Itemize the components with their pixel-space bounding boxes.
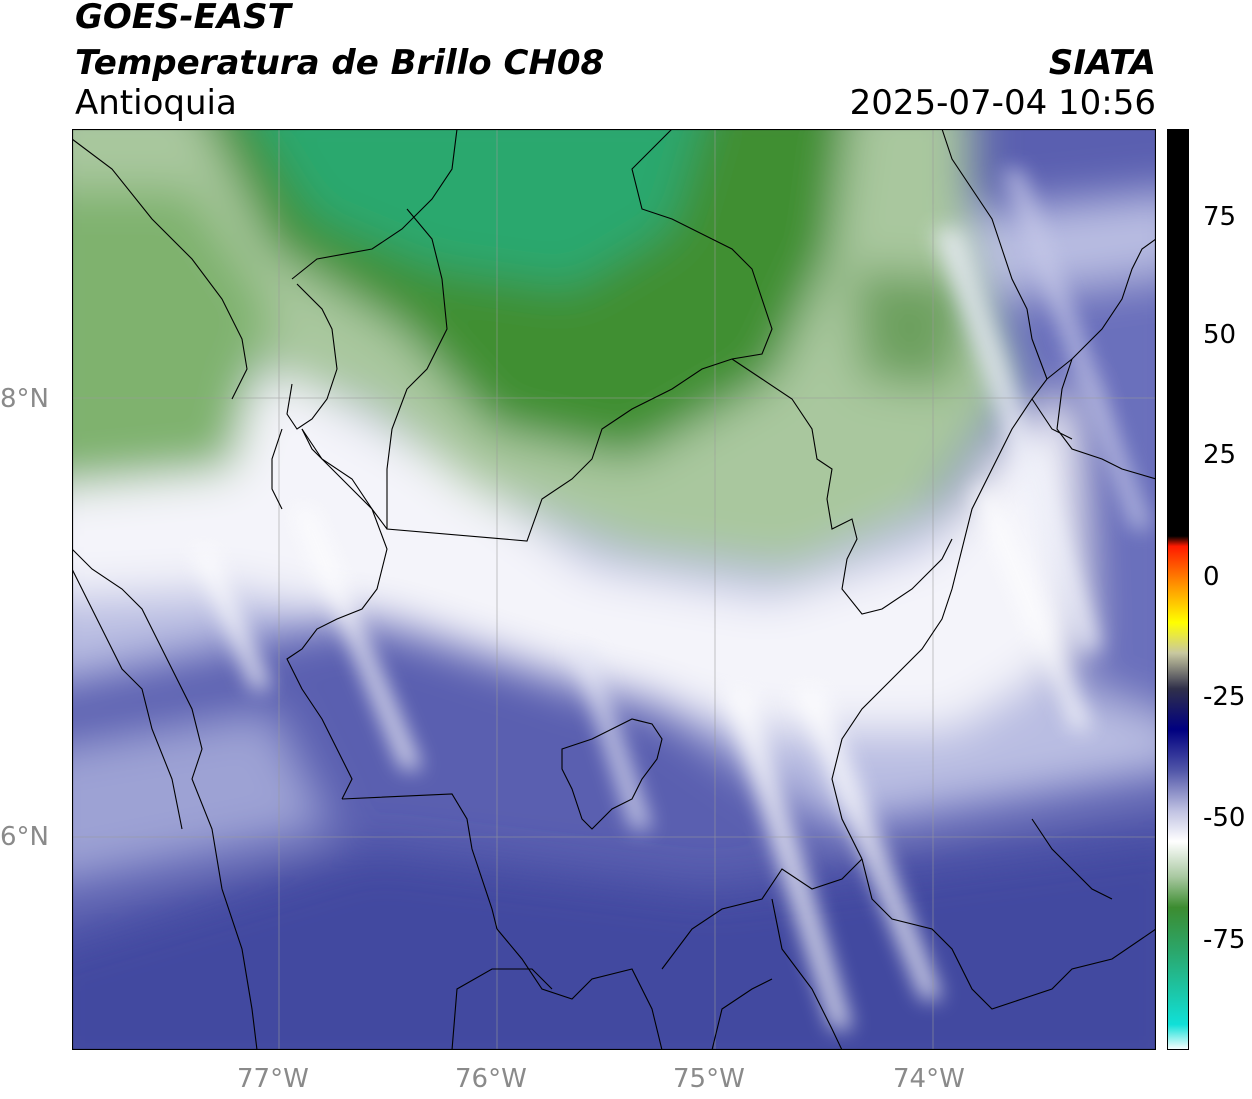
gridlines <box>72 129 1156 1050</box>
title-satellite: GOES-EAST <box>75 0 291 37</box>
lon-label-77w: 77°W <box>237 1064 309 1094</box>
colorbar-tick-neg25: -25 <box>1203 682 1246 712</box>
timestamp: 2025-07-04 10:56 <box>849 83 1156 123</box>
brand-label: SIATA <box>1048 43 1156 83</box>
lon-label-74w: 74°W <box>893 1064 965 1094</box>
title-product: Temperatura de Brillo CH08 <box>75 43 605 83</box>
subtitle-region: Antioquia <box>75 83 237 123</box>
lon-label-76w: 76°W <box>455 1064 527 1094</box>
lon-label-75w: 75°W <box>673 1064 745 1094</box>
colorbar-tick-25: 25 <box>1203 440 1237 470</box>
map-svg <box>71 128 1157 1051</box>
colorbar-frame <box>1167 129 1189 1050</box>
colorbar-tick-75: 75 <box>1203 202 1237 232</box>
satellite-map[interactable] <box>71 128 1157 1051</box>
map-frame <box>71 128 1157 1051</box>
colorbar <box>1167 129 1195 1050</box>
colorbar-tick-50: 50 <box>1203 320 1237 350</box>
colorbar-tick-neg75: -75 <box>1203 925 1246 955</box>
colorbar-gradient <box>1167 129 1189 1050</box>
colorbar-svg <box>1167 129 1195 1050</box>
lat-label-8n: 8°N <box>0 384 49 414</box>
lat-label-6n: 6°N <box>0 822 49 852</box>
admin-boundaries <box>72 129 1156 1050</box>
colorbar-tick-0: 0 <box>1203 562 1220 592</box>
colorbar-tick-neg50: -50 <box>1203 803 1246 833</box>
